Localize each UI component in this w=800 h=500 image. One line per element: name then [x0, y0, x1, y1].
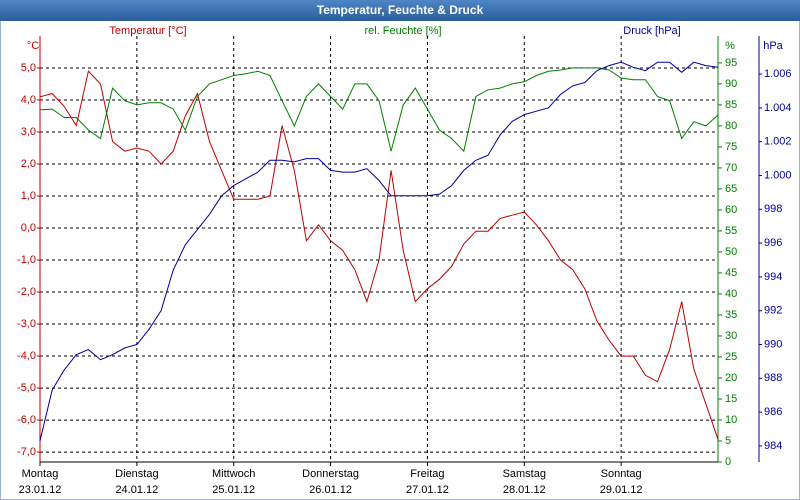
y-tick-label: -5,0	[17, 382, 36, 394]
y2-tick-label: 45	[725, 267, 737, 279]
y-tick-label: 1,0	[21, 190, 36, 202]
y-tick-label: -7,0	[17, 446, 36, 458]
y-tick-label: 3,0	[21, 126, 36, 138]
y-tick-label: -2,0	[17, 286, 36, 298]
x-tick-label: Sonntag	[601, 468, 642, 480]
x-tick-date: 23.01.12	[19, 484, 62, 496]
y2-tick-label: 10	[725, 414, 737, 426]
y-axis-title: Temperatur [°C]	[109, 25, 186, 37]
y-tick-label: 4,0	[21, 94, 36, 106]
x-tick-date: 26.01.12	[309, 484, 352, 496]
y3-axis-unit: hPa	[763, 40, 783, 52]
x-tick-label: Montag	[22, 468, 59, 480]
y2-tick-label: 40	[725, 288, 737, 300]
y2-tick-label: 5	[725, 435, 731, 447]
y3-tick-label: 994	[764, 271, 782, 283]
y-tick-label: -1,0	[17, 254, 36, 266]
y2-tick-label: 35	[725, 309, 737, 321]
y-tick-label: 5,0	[21, 62, 36, 74]
x-tick-label: Donnerstag	[302, 468, 359, 480]
y3-tick-label: 990	[764, 338, 782, 350]
x-tick-date: 28.01.12	[503, 484, 546, 496]
x-tick-date: 29.01.12	[600, 484, 643, 496]
y2-tick-label: 80	[725, 120, 737, 132]
x-tick-date: 27.01.12	[406, 484, 449, 496]
y3-tick-label: 996	[764, 237, 782, 249]
y2-tick-label: 55	[725, 225, 737, 237]
x-tick-label: Dienstag	[115, 468, 158, 480]
y2-axis-unit: %	[725, 40, 735, 52]
y3-tick-label: 988	[764, 372, 782, 384]
y-tick-label: -3,0	[17, 318, 36, 330]
chart-title: Temperatur, Feuchte & Druck	[317, 3, 484, 17]
y2-tick-label: 85	[725, 99, 737, 111]
x-tick-date: 25.01.12	[212, 484, 255, 496]
title-bar	[0, 0, 800, 21]
y3-tick-label: 984	[764, 440, 782, 452]
y3-tick-label: 1.000	[764, 169, 792, 181]
y2-tick-label: 30	[725, 330, 737, 342]
y-tick-label: -4,0	[17, 350, 36, 362]
series-line	[39, 70, 719, 440]
y3-tick-label: 1.006	[764, 68, 792, 80]
y2-tick-label: 70	[725, 162, 737, 174]
y2-tick-label: 65	[725, 183, 737, 195]
y-axis-unit: °C	[27, 40, 39, 52]
y3-tick-label: 1.004	[764, 102, 792, 114]
series-line	[39, 67, 719, 153]
y3-tick-label: 992	[764, 305, 782, 317]
y-tick-label: -6,0	[17, 414, 36, 426]
y2-tick-label: 50	[725, 246, 737, 258]
y-tick-label: 0,0	[21, 222, 36, 234]
y2-tick-label: 75	[725, 141, 737, 153]
y3-tick-label: 998	[764, 203, 782, 215]
x-tick-label: Mittwoch	[212, 468, 255, 480]
y3-tick-label: 1.002	[764, 136, 792, 148]
y2-tick-label: 95	[725, 57, 737, 69]
y2-axis-title: rel. Feuchte [%]	[364, 25, 441, 37]
y2-tick-label: 90	[725, 78, 737, 90]
x-tick-label: Samstag	[503, 468, 546, 480]
x-tick-label: Freitag	[410, 468, 444, 480]
y3-axis-title: Druck [hPa]	[623, 25, 680, 37]
y2-tick-label: 60	[725, 204, 737, 216]
y2-tick-label: 15	[725, 393, 737, 405]
series-line	[39, 61, 719, 442]
y2-tick-label: 25	[725, 351, 737, 363]
y-tick-label: 2,0	[21, 158, 36, 170]
y2-tick-label: 20	[725, 372, 737, 384]
x-tick-date: 24.01.12	[115, 484, 158, 496]
y2-tick-label: 0	[725, 456, 731, 468]
y3-tick-label: 986	[764, 406, 782, 418]
